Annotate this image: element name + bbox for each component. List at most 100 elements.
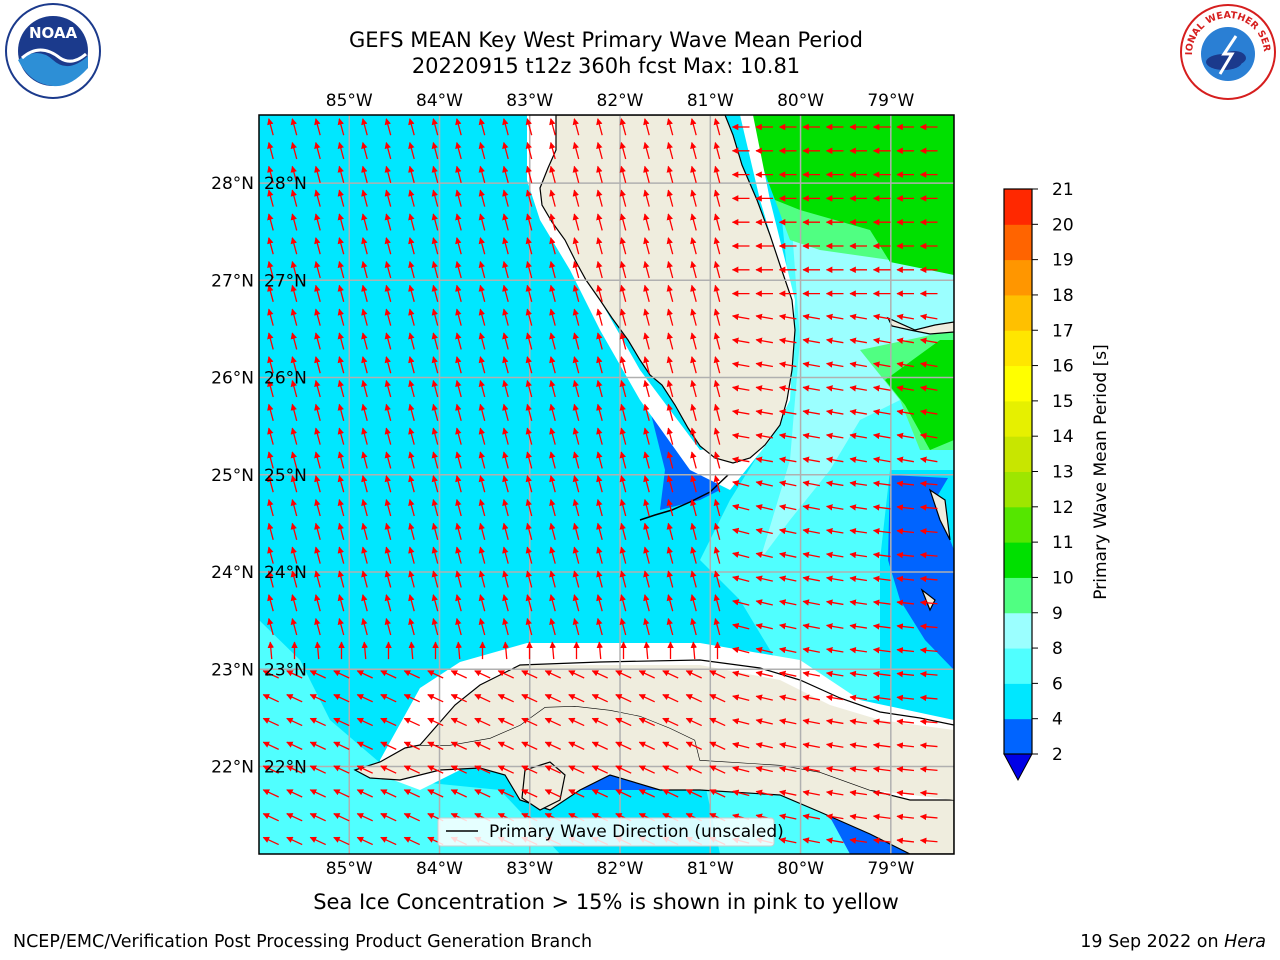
- isla-juventud: [521, 761, 566, 811]
- wave-arrow: [525, 118, 533, 136]
- wave-arrow: [314, 237, 321, 255]
- wave-arrow: [408, 356, 415, 374]
- wave-arrow: [361, 165, 368, 183]
- wave-arrow: [431, 213, 439, 231]
- wave-arrow: [709, 694, 726, 703]
- wave-arrow: [666, 332, 674, 350]
- lon-tick-label-top: 82°W: [597, 91, 644, 111]
- wave-arrow: [384, 118, 392, 136]
- wave-arrow: [478, 356, 486, 374]
- chart-title: GEFS MEAN Key West Primary Wave Mean Per…: [349, 28, 863, 52]
- wave-arrow: [267, 379, 274, 398]
- wave-arrow: [849, 837, 868, 844]
- wave-arrow: [408, 118, 415, 136]
- wave-arrow: [802, 385, 820, 392]
- wave-arrow: [290, 617, 298, 636]
- wave-arrow: [314, 427, 321, 445]
- wave-arrow: [314, 594, 321, 612]
- wave-arrow: [267, 427, 274, 445]
- wave-arrow: [549, 427, 556, 445]
- wave-arrow: [596, 427, 603, 445]
- wave-arrow: [572, 498, 580, 517]
- wave-arrow: [643, 641, 651, 660]
- wave-arrow: [919, 742, 938, 749]
- wave-arrow: [549, 213, 556, 231]
- wave-arrow: [896, 670, 915, 678]
- wave-arrow: [896, 694, 915, 702]
- wave-arrow: [825, 813, 844, 820]
- lat-tick-label-left: 24°N: [211, 563, 254, 583]
- wave-arrow: [849, 456, 867, 463]
- colorbar-tick-label: 2: [1052, 745, 1063, 765]
- wave-arrow: [290, 284, 298, 302]
- wave-arrow: [380, 813, 397, 822]
- wave-arrow: [802, 408, 820, 416]
- wave-arrow: [825, 718, 844, 725]
- wave-arrow: [455, 189, 462, 207]
- wave-arrow: [337, 379, 345, 398]
- wave-arrow: [896, 599, 915, 606]
- wave-arrow: [450, 789, 467, 798]
- wave-arrow: [478, 570, 486, 588]
- wave-arrow: [802, 313, 820, 321]
- wave-arrow: [525, 594, 533, 612]
- wave-arrow: [690, 403, 697, 421]
- wave-arrow: [572, 356, 580, 374]
- colorbar-segment: [1004, 612, 1032, 649]
- wave-arrow: [408, 141, 415, 160]
- wave-arrow: [849, 813, 868, 821]
- wave-arrow: [825, 551, 844, 559]
- wave-arrow: [591, 670, 608, 679]
- wave-arrow: [290, 498, 298, 517]
- wave-arrow: [690, 189, 697, 207]
- wave-arrow: [356, 836, 373, 846]
- wave-arrow: [596, 332, 603, 350]
- wave-arrow: [666, 498, 674, 517]
- wave-arrow: [337, 189, 345, 207]
- colorbar-tick-label: 11: [1052, 533, 1074, 553]
- wave-arrow: [896, 528, 915, 535]
- wave-arrow: [732, 694, 750, 701]
- wave-arrow: [384, 427, 392, 445]
- wave-arrow: [919, 837, 938, 845]
- lon-tick-label-top: 80°W: [777, 91, 824, 111]
- wave-arrow: [849, 313, 867, 321]
- wave-arrow: [690, 498, 697, 517]
- wave-arrow: [525, 427, 533, 445]
- wave-arrow: [825, 837, 844, 844]
- wave-arrow: [802, 575, 820, 582]
- wave-arrow: [615, 765, 632, 774]
- wave-arrow: [872, 551, 891, 559]
- wave-arrow: [549, 498, 556, 517]
- wave-arrow: [380, 741, 397, 750]
- wave-arrow: [666, 284, 674, 302]
- wave-arrow: [267, 260, 274, 279]
- wave-arrow: [431, 356, 439, 374]
- wave-arrow: [779, 527, 797, 535]
- wave-arrow: [849, 694, 868, 702]
- wave-arrow: [709, 717, 726, 727]
- wave-arrow: [596, 213, 603, 231]
- wave-arrow: [431, 546, 439, 564]
- wave-arrow: [825, 337, 844, 344]
- wave-arrow: [919, 480, 938, 488]
- wave-arrow: [262, 836, 279, 846]
- wave-arrow: [525, 498, 533, 517]
- wave-arrow: [455, 594, 462, 612]
- wave-arrow: [572, 284, 580, 302]
- wave-arrow: [643, 570, 650, 588]
- wave-arrow: [849, 599, 868, 606]
- wave-arrow: [337, 546, 345, 564]
- wave-arrow: [384, 498, 392, 517]
- wave-arrow: [502, 617, 509, 636]
- wave-arrow: [872, 647, 891, 654]
- sea-ice-footnote: Sea Ice Concentration > 15% is shown in …: [313, 890, 899, 914]
- wave-arrow: [919, 813, 938, 821]
- lat-tick-label-right: 23°N: [264, 660, 307, 680]
- wave-arrow: [713, 546, 721, 564]
- wave-arrow: [478, 403, 486, 421]
- wave-arrow: [478, 213, 486, 231]
- wave-arrow: [596, 356, 603, 374]
- wave-arrow: [333, 741, 350, 750]
- wave-arrow: [755, 551, 773, 558]
